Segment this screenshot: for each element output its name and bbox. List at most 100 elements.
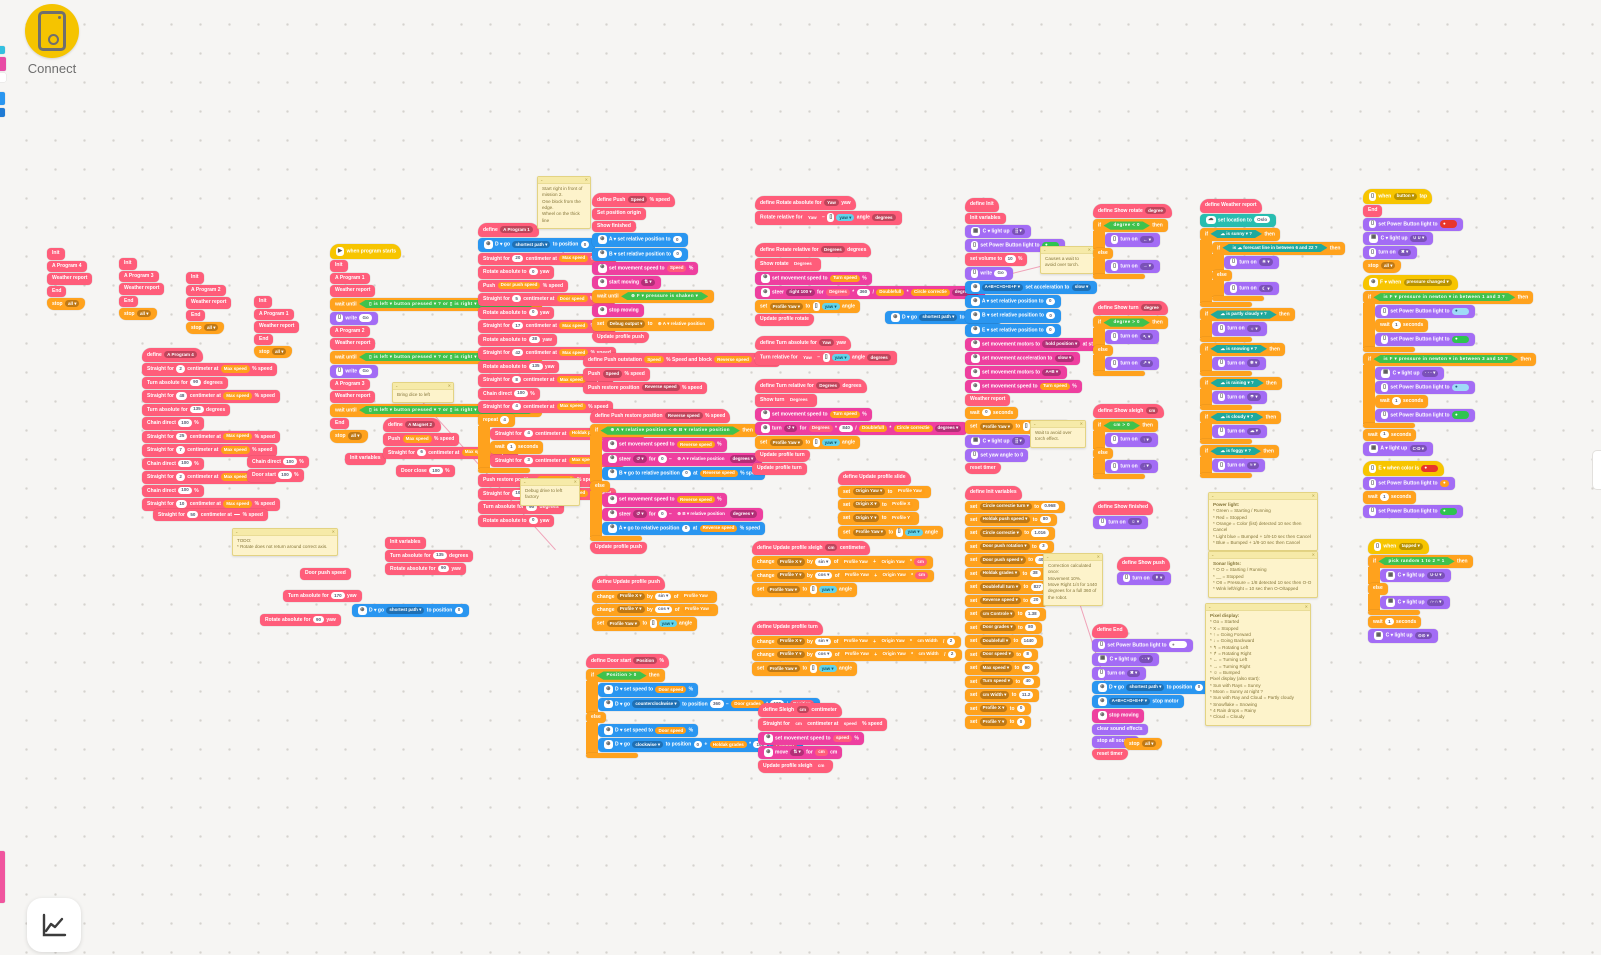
block[interactable]: ▯ turn on ☺ ▾ (1093, 515, 1149, 529)
block[interactable]: A Program 1 (254, 308, 294, 320)
block[interactable]: ⊕ stop moving (592, 304, 644, 318)
block[interactable]: ▯ set Power Button light to ● (965, 239, 1065, 253)
define-turn-relative[interactable]: define Turn relative for Degrees degrees… (755, 378, 968, 462)
block[interactable]: ▯ turn on ← ▾ (1092, 231, 1161, 249)
block[interactable]: set Circle correctie turn ▾ to 0.968 (965, 500, 1065, 513)
edge-block[interactable] (0, 73, 6, 82)
block[interactable]: set cm Width ▾ to 11.2 (965, 689, 1040, 702)
block[interactable]: change Profile X ▾ by sin ▾ of Profile Y… (752, 635, 962, 648)
block[interactable]: ▯ turn on ❄ ▾ (1199, 354, 1267, 372)
block[interactable] (1093, 371, 1145, 377)
block[interactable]: Chain direct 100 % (247, 456, 309, 469)
sticky-note[interactable]: ⌄ ✕ Power light: * Green = Starting / Runni… (1208, 492, 1318, 552)
block[interactable]: Straight for 2 centimeter at Max speed %… (142, 363, 278, 376)
block[interactable] (1200, 473, 1252, 479)
note-sonar-lights[interactable]: ⌄ ✕ Sonar lights: * O O = Starting / Runnin… (1208, 551, 1318, 598)
note-header[interactable]: ⌄ ✕ (393, 383, 453, 390)
lone-update-profile-turn[interactable]: Update profile turn (752, 462, 807, 475)
block-hat[interactable]: define Push Speed % speed (592, 193, 675, 208)
block[interactable]: ⊕ set movement motors to hold position ▾… (965, 337, 1105, 351)
block[interactable]: set Origin Yaw ▾ to Profile Yaw (838, 485, 931, 498)
block[interactable]: ☁ set location to Oslo (1200, 213, 1277, 227)
block[interactable] (1200, 336, 1252, 342)
right-edge-tab[interactable] (1592, 450, 1601, 490)
block-hat[interactable]: define Rotate absolute for Yaw yaw (755, 196, 856, 211)
block[interactable]: if pick random 1 to 2 = 1 then (1368, 555, 1473, 569)
block[interactable]: set Profile Yaw ▾ to ▯yaw ▾ angle (755, 436, 861, 450)
block[interactable]: set Turn speed ▾ to 40 (965, 675, 1040, 689)
data-chart-button[interactable] (27, 898, 81, 952)
note-collapse-icon[interactable]: ⌄ (540, 177, 544, 183)
block[interactable]: set Door grades ▾ to 80 (965, 621, 1043, 635)
sticky-note[interactable]: ⌄ ✕ TODO: * Rotate does not return around c… (232, 528, 338, 556)
define-weather-report[interactable]: define Weather report ☁ set location to O… (1199, 198, 1346, 479)
block-hat[interactable]: define Update profile slide (838, 471, 911, 485)
block[interactable]: ⊕ set movement speed to Turn speed % (755, 407, 872, 422)
block[interactable]: A Program 3 (119, 270, 159, 282)
block-hat[interactable]: ▯ E ▾ when color is ● (1363, 461, 1445, 477)
block[interactable]: set Holdak push speed ▾ to 80 (965, 513, 1057, 527)
note-causes-wait[interactable]: ⌄ ✕ Causes a wait to avoid over torch. (1040, 246, 1094, 274)
block[interactable]: if ☁ is raining ▾ ? then (1200, 376, 1282, 390)
block[interactable] (590, 536, 642, 541)
note-collapse-icon[interactable]: ⌄ (523, 479, 527, 485)
block[interactable]: set Circle correctie ▾ to 1.016 (965, 527, 1055, 540)
sticky-note[interactable]: ⌄ ✕ Debug drive to left factory (520, 478, 580, 506)
note-close-icon[interactable]: ✕ (1087, 247, 1091, 253)
note-close-icon[interactable]: ✕ (1096, 554, 1100, 560)
block[interactable]: ▯ turn on ↟ ▾ (1117, 571, 1172, 585)
define-init[interactable]: define Init Init variables ▦ C ▾ light up … (965, 197, 1105, 475)
block[interactable]: Init (47, 248, 65, 260)
block[interactable]: wait 1 seconds (1363, 491, 1417, 504)
block[interactable]: ⊕ E ▾ set relative position to 0 (965, 323, 1061, 337)
define-rotate-relative[interactable]: define Rotate relative for Degrees degre… (755, 242, 985, 326)
block[interactable]: set Profile Yaw ▾ to ▯yaw ▾ angle (592, 617, 698, 631)
block[interactable]: set volume to 10 % (965, 253, 1028, 266)
block[interactable]: Straight for 50 centimeter at % speed (153, 509, 268, 522)
block[interactable]: stop all ▾ (186, 322, 225, 335)
block[interactable]: ▯ turn on ☀ ▾ (1200, 253, 1279, 272)
block[interactable]: wait 1 seconds (1363, 428, 1417, 442)
block[interactable]: else (1368, 583, 1388, 595)
note-todo[interactable]: ⌄ ✕ TODO: * Rotate does not return around c… (232, 528, 338, 556)
block-hat[interactable]: define A Program 1 (478, 223, 539, 238)
block[interactable]: set Door speed ▾ to 8 (965, 648, 1038, 662)
block[interactable]: ▦ A ▾ light up C·D ▾ (1363, 442, 1434, 456)
block[interactable]: ⊕ D ▾ go shortest path ▾ to position 0 (478, 238, 596, 252)
block[interactable]: Init (254, 296, 272, 308)
block[interactable]: ⊕ B ▾ go to relative position 0 at Rever… (589, 464, 766, 483)
block[interactable]: A Program 4 (47, 260, 87, 272)
define-update-profile-turn[interactable]: define Update profile turn change Profile… (752, 620, 963, 676)
block[interactable]: ▯ set Power Button light to ● (1363, 379, 1475, 397)
note-header[interactable]: ⌄ ✕ (1031, 421, 1085, 428)
block[interactable] (1368, 610, 1420, 615)
block[interactable]: set Door push speed ▾ to 40 (965, 554, 1053, 567)
block[interactable]: ⊕ set movement speed to Reverse speed % (590, 491, 727, 509)
note-close-icon[interactable]: ✕ (573, 479, 577, 485)
block[interactable]: set Origin Y ▾ to Profile Y (838, 512, 920, 525)
block[interactable]: Push restore position Reverse speed % sp… (583, 381, 708, 395)
block[interactable] (1093, 274, 1145, 280)
note-collapse-icon[interactable]: ⌄ (395, 383, 399, 389)
block[interactable]: ⊕ stop moving (1092, 709, 1144, 723)
block[interactable]: ⊕ set movement speed to Turn speed % (755, 271, 872, 286)
block[interactable]: Turn absolute for 135 degrees (385, 549, 474, 562)
lone-init-variables[interactable]: Init variables (345, 452, 386, 465)
define-door-start[interactable]: define Door start Position % if Position … (585, 653, 820, 758)
sticky-note[interactable]: ⌄ ✕ Correction calculated once: Movement 10%… (1043, 553, 1103, 606)
block[interactable]: ▦ C ▾ light up ∪·∪ ▾ (1368, 567, 1451, 585)
block[interactable]: ▯ turn on ≈ ▾ (1199, 457, 1266, 475)
program-stack-2[interactable]: Init A Program 2 Weather report End stop all… (186, 271, 232, 335)
block[interactable]: End (186, 309, 206, 321)
define-turn-absolute[interactable]: define Turn absolute for Yaw yaw Turn rel… (755, 335, 897, 365)
block[interactable]: ▯ set Power Button light to ● (1363, 477, 1455, 491)
note-bring-dice[interactable]: ⌄ ✕ Bring dice to left (392, 382, 454, 404)
lone-chain[interactable]: Chain direct 100 % Door start 100 % (247, 455, 309, 482)
note-close-icon[interactable]: ✕ (331, 529, 335, 535)
block[interactable]: change Profile X ▾ by sin ▾ of Profile Y… (592, 590, 717, 603)
block[interactable]: Straight for 4 centimeter at Max speed %… (478, 400, 614, 414)
define-show-finished[interactable]: define Show finished ▯ turn on ☺ ▾ (1093, 500, 1154, 529)
block[interactable]: ⊕ A ▾ go to relative position 0 at Rever… (589, 519, 766, 538)
block[interactable]: Turn absolute for 90 degrees (142, 376, 228, 390)
